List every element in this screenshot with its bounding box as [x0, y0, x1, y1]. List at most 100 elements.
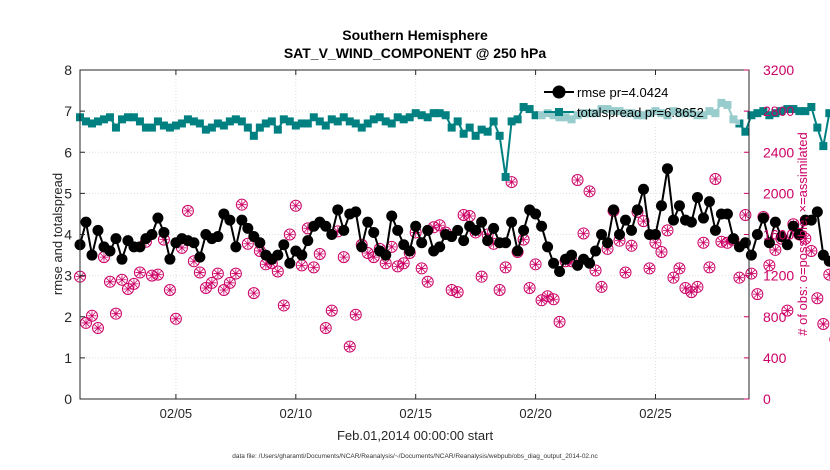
- obs-assimilated-marker: [99, 252, 109, 262]
- obs-count-point: [493, 284, 506, 297]
- obs-possible-marker: [415, 262, 428, 275]
- rmse-point: [458, 235, 470, 247]
- obs-possible-marker: [583, 185, 596, 198]
- obs-assimilated-marker: [489, 239, 499, 249]
- obs-possible-marker: [535, 294, 548, 307]
- obs-count-point: [115, 273, 128, 286]
- obs-possible-marker: [343, 340, 356, 353]
- totalspread-point: [465, 123, 474, 132]
- y-tick-label-left: 4: [64, 227, 72, 243]
- totalspread-point: [351, 119, 360, 128]
- rmse-point: [194, 251, 206, 263]
- rmse-point: [434, 241, 446, 253]
- totalspread-point: [159, 121, 168, 130]
- obs-assimilated-marker: [495, 285, 505, 295]
- obs-count-point: [751, 288, 764, 301]
- obs-possible-marker: [217, 284, 230, 297]
- rmse-point: [416, 237, 428, 249]
- obs-assimilated-marker: [429, 222, 439, 232]
- rmse-point: [787, 220, 799, 232]
- obs-count-point: [217, 284, 230, 297]
- obs-assimilated-marker: [549, 294, 559, 304]
- obs-assimilated-marker: [770, 245, 780, 255]
- chart-title: Southern Hemisphere: [342, 27, 488, 43]
- totalspread-point: [225, 117, 234, 126]
- totalspread-point: [81, 117, 90, 126]
- obs-count-point: [85, 309, 98, 322]
- obs-count-point: [643, 262, 656, 275]
- rmse-point: [452, 224, 464, 236]
- obs-possible-marker: [529, 258, 542, 271]
- totalspread-point: [495, 131, 504, 140]
- obs-assimilated-marker: [573, 175, 583, 185]
- totalspread-point: [531, 111, 540, 120]
- rmse-point: [188, 237, 200, 249]
- y-tick-label-left: 0: [64, 391, 72, 407]
- obs-possible-marker: [103, 275, 116, 288]
- obs-possible-marker: [739, 208, 752, 221]
- obs-assimilated-marker: [621, 268, 631, 278]
- obs-assimilated-marker: [579, 228, 589, 238]
- rmse-point: [104, 245, 116, 257]
- obs-count-point: [313, 248, 326, 261]
- obs-assimilated-marker: [567, 256, 577, 266]
- totalspread-point: [105, 113, 114, 122]
- totalspread-point: [135, 117, 144, 126]
- obs-count-point: [229, 267, 242, 280]
- totalspread-point: [303, 119, 312, 128]
- obs-possible-marker: [643, 262, 656, 275]
- totalspread-point: [219, 121, 228, 130]
- y-tick-label-right: 1200: [763, 268, 794, 284]
- totalspread-point: [309, 113, 318, 122]
- totalspread-point: [387, 119, 396, 128]
- obs-possible-marker: [553, 315, 566, 328]
- obs-assimilated-marker: [812, 293, 822, 303]
- obs-count-point: [223, 276, 236, 289]
- obs-assimilated-marker: [423, 277, 433, 287]
- y-tick-label-right: 2000: [763, 185, 794, 201]
- obs-count-point: [277, 299, 290, 312]
- obs-assimilated-marker: [627, 241, 637, 251]
- obs-count-point: [211, 267, 224, 280]
- obs-possible-marker: [337, 251, 350, 264]
- obs-assimilated-marker: [363, 248, 373, 258]
- totalspread-point: [819, 142, 828, 151]
- rmse-point: [284, 257, 296, 269]
- totalspread-point: [447, 123, 456, 132]
- rmse-point: [626, 224, 638, 236]
- rmse-point: [739, 237, 751, 249]
- obs-possible-marker: [823, 268, 830, 281]
- obs-assimilated-marker: [537, 295, 547, 305]
- obs-count-point: [433, 219, 446, 232]
- totalspread-point: [423, 113, 432, 122]
- rmse-point: [745, 249, 757, 261]
- obs-count-point: [193, 266, 206, 279]
- rmse-point: [410, 220, 422, 232]
- totalspread-point: [411, 109, 420, 118]
- rmse-point: [655, 200, 667, 212]
- obs-count-point: [547, 293, 560, 306]
- obs-possible-marker: [193, 266, 206, 279]
- totalspread-point: [405, 113, 414, 122]
- totalspread-point: [783, 105, 792, 114]
- obs-count-point: [583, 185, 596, 198]
- totalspread-point: [393, 113, 402, 122]
- totalspread-point: [513, 115, 522, 124]
- obs-assimilated-marker: [435, 220, 445, 230]
- obs-count-point: [349, 308, 362, 321]
- obs-assimilated-marker: [225, 278, 235, 288]
- totalspread-point: [501, 172, 510, 181]
- rmse-point: [254, 237, 266, 249]
- obs-possible-marker: [283, 228, 296, 241]
- rmse-point: [212, 231, 224, 243]
- totalspread-point: [507, 117, 516, 126]
- totalspread-point: [765, 111, 774, 120]
- y-tick-label-left: 7: [64, 103, 72, 119]
- rmse-point: [500, 237, 512, 249]
- obs-assimilated-marker: [710, 174, 720, 184]
- totalspread-point: [489, 117, 498, 126]
- totalspread-point: [429, 109, 438, 118]
- y-tick-label-left: 5: [64, 185, 72, 201]
- rmse-point: [542, 241, 554, 253]
- rmse-point: [554, 266, 566, 278]
